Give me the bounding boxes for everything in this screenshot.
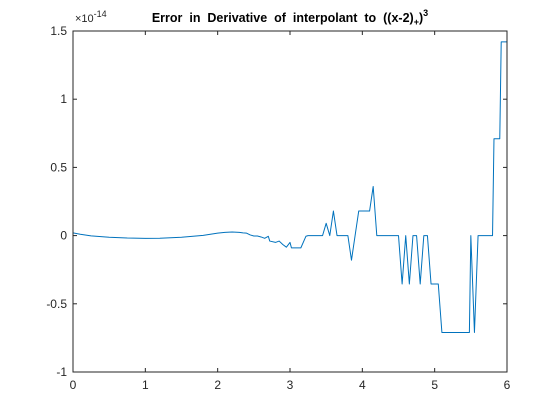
plot-area [72,41,507,333]
x-axis-tick-labels: 0 1 2 3 4 5 6 [70,378,511,392]
x-tick-label: 2 [214,378,221,392]
title-subscript: + [414,17,419,27]
x-tick-label: 5 [431,378,438,392]
y-tick-label: -1 [56,365,67,379]
y-axis-tick-labels: -1 -0.5 0 0.5 1 1.5 [46,24,67,379]
x-tick-label: 1 [142,378,149,392]
chart-title: Error in Derivative of interpolant to ((… [152,8,428,27]
axes-background [73,31,507,372]
x-tick-label: 6 [504,378,511,392]
title-superscript: 3 [423,8,428,18]
x-tick-label: 4 [359,378,366,392]
series-line [72,41,507,333]
y-tick-label: 0.5 [50,160,67,174]
title-close: ) [419,11,423,25]
x-tick-label: 0 [70,378,77,392]
axis-ticks [72,30,508,373]
exponent-base: ×10 [75,13,94,25]
title-main: Error in Derivative of interpolant to ((… [152,11,414,25]
y-tick-label: 1 [60,92,67,106]
y-tick-label: -0.5 [46,297,67,311]
y-axis-exponent-label: ×10-14 [75,9,107,25]
x-tick-label: 3 [287,378,294,392]
y-tick-label: 0 [60,229,67,243]
y-tick-label: 1.5 [50,24,67,38]
exponent-power: -14 [94,9,107,19]
